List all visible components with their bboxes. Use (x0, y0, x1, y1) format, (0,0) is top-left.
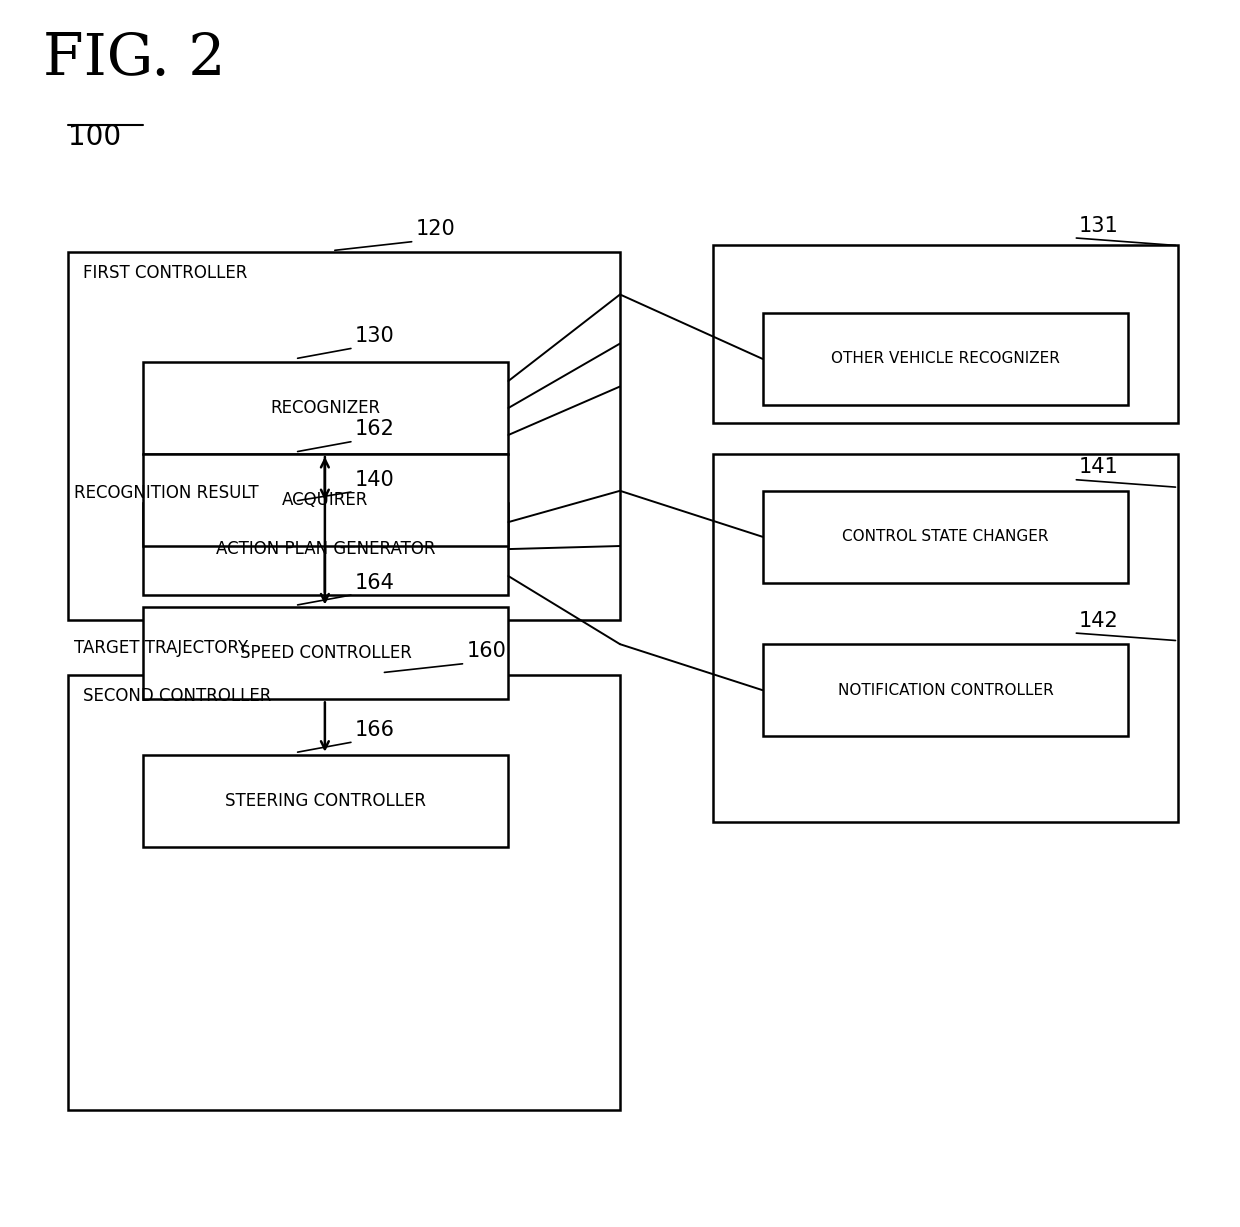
FancyBboxPatch shape (143, 454, 508, 546)
Text: 100: 100 (68, 123, 122, 151)
Text: SECOND CONTROLLER: SECOND CONTROLLER (83, 687, 272, 706)
Text: 130: 130 (355, 326, 394, 346)
Text: RECOGNIZER: RECOGNIZER (270, 399, 381, 417)
Text: 166: 166 (355, 720, 394, 740)
Text: 140: 140 (355, 470, 394, 490)
FancyBboxPatch shape (763, 491, 1128, 583)
Text: ACTION PLAN GENERATOR: ACTION PLAN GENERATOR (216, 540, 435, 558)
Text: RECOGNITION RESULT: RECOGNITION RESULT (74, 485, 259, 502)
Text: SPEED CONTROLLER: SPEED CONTROLLER (239, 644, 412, 663)
Text: 160: 160 (466, 642, 506, 661)
FancyBboxPatch shape (143, 607, 508, 699)
FancyBboxPatch shape (143, 362, 508, 454)
FancyBboxPatch shape (68, 675, 620, 1110)
Text: 120: 120 (415, 220, 455, 239)
Text: 142: 142 (1079, 611, 1118, 631)
FancyBboxPatch shape (713, 245, 1178, 423)
Text: OTHER VEHICLE RECOGNIZER: OTHER VEHICLE RECOGNIZER (831, 351, 1060, 367)
Text: NOTIFICATION CONTROLLER: NOTIFICATION CONTROLLER (838, 682, 1053, 698)
Text: ACQUIRER: ACQUIRER (283, 491, 368, 509)
FancyBboxPatch shape (763, 313, 1128, 405)
FancyBboxPatch shape (68, 252, 620, 620)
Text: CONTROL STATE CHANGER: CONTROL STATE CHANGER (842, 529, 1049, 545)
FancyBboxPatch shape (763, 644, 1128, 736)
Text: 164: 164 (355, 573, 394, 593)
Text: 141: 141 (1079, 458, 1118, 477)
Text: STEERING CONTROLLER: STEERING CONTROLLER (224, 791, 427, 810)
Text: FIG. 2: FIG. 2 (43, 31, 226, 87)
FancyBboxPatch shape (713, 454, 1178, 822)
Text: FIRST CONTROLLER: FIRST CONTROLLER (83, 264, 248, 282)
Text: TARGET TRAJECTORY: TARGET TRAJECTORY (74, 639, 248, 656)
FancyBboxPatch shape (143, 503, 508, 595)
Text: 162: 162 (355, 420, 394, 439)
Text: 131: 131 (1079, 216, 1118, 236)
FancyBboxPatch shape (143, 755, 508, 847)
